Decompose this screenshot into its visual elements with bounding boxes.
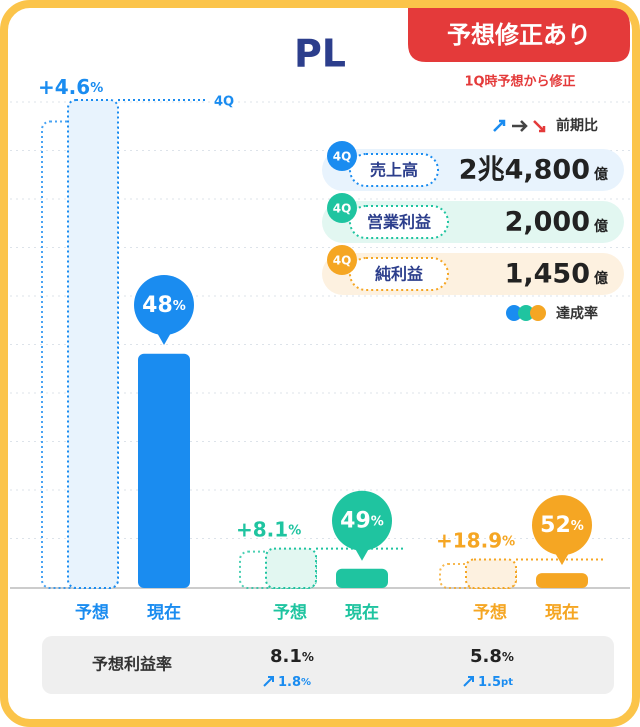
- forecast-amount: 2兆4,800: [459, 155, 590, 186]
- change-legend: 前期比: [556, 117, 598, 134]
- forecast-bar: [67, 99, 119, 589]
- bubble: [532, 495, 592, 556]
- actual-bar: [336, 568, 388, 588]
- revision-value: +4.6: [38, 75, 90, 99]
- item-name: 売上高: [370, 161, 418, 180]
- forecast-tag: 4Q: [214, 95, 234, 110]
- margin-unit: %: [502, 650, 514, 664]
- tag: 4Q: [333, 254, 352, 268]
- margin-change-unit: pt: [501, 677, 513, 688]
- margin-change-number: 1.5: [478, 675, 501, 690]
- revision-label: +18.9%: [436, 528, 515, 552]
- revision-label: +8.1%: [236, 517, 301, 541]
- revision-value: +8.1: [236, 517, 288, 541]
- margin-value: 8.1%: [270, 646, 314, 667]
- revision-unit: %: [502, 534, 515, 549]
- achievement-unit: %: [371, 514, 384, 529]
- name-pill: [349, 257, 449, 291]
- item-name: 純利益: [375, 265, 423, 284]
- bar-label: 現在: [147, 602, 181, 623]
- badge-bg: [408, 8, 630, 62]
- margin-value: 5.8%: [470, 646, 514, 667]
- bar-label: 現在: [345, 602, 379, 623]
- tag: 4Q: [333, 150, 352, 164]
- name-pill: [349, 205, 449, 239]
- actual-bar: [138, 353, 190, 588]
- margin-change-number: 1.8: [278, 675, 301, 690]
- forecast-unit: 億: [594, 166, 608, 183]
- rate-legend: 達成率: [556, 305, 598, 322]
- achievement-value: 48: [142, 293, 173, 318]
- revision-label: +4.6%: [38, 75, 103, 99]
- achievement-value: 49: [340, 509, 371, 534]
- margin-change: 1.8%: [278, 675, 311, 690]
- tag-circle: [327, 245, 357, 275]
- badge: 予想修正あり: [447, 21, 591, 49]
- tag-circle: [327, 193, 357, 223]
- up-arrow: [463, 676, 474, 687]
- bar-label: 現在: [545, 602, 579, 623]
- bar-label: 予想: [273, 602, 307, 623]
- forecast-unit: 億: [594, 270, 608, 287]
- rate-icons: [506, 305, 546, 321]
- bar-label: 予想: [473, 602, 507, 623]
- achievement-label: 52%: [540, 513, 584, 538]
- margin-change: 1.5pt: [478, 675, 513, 690]
- revision-unit: %: [90, 81, 103, 96]
- forecast-bar: [265, 547, 317, 589]
- bubble: [332, 490, 392, 551]
- bar-label: 予想: [75, 602, 109, 623]
- revision-value: +18.9: [436, 528, 502, 552]
- forecast-unit: 億: [594, 218, 608, 235]
- forecast-amount: 1,450: [505, 259, 590, 290]
- margin-change-unit: %: [301, 677, 311, 688]
- margin-number: 8.1: [270, 646, 302, 667]
- margin-label: 予想利益率: [92, 655, 172, 674]
- name-pill: [349, 153, 439, 187]
- bubble: [134, 275, 194, 335]
- achievement-unit: %: [173, 299, 186, 314]
- actual-bar: [536, 573, 588, 588]
- tag-circle: [327, 141, 357, 171]
- forecast-bar: [465, 558, 517, 589]
- item-name: 営業利益: [367, 213, 431, 232]
- achievement-value: 52: [540, 513, 571, 538]
- badge-note: 1Q時予想から修正: [464, 74, 575, 90]
- change-icons: [493, 119, 546, 133]
- title: PL: [294, 32, 346, 76]
- up-arrow: [263, 676, 274, 687]
- achievement-unit: %: [571, 519, 584, 534]
- achievement-label: 48%: [142, 293, 186, 318]
- margin-unit: %: [302, 650, 314, 664]
- revision-unit: %: [288, 523, 301, 538]
- tag: 4Q: [333, 202, 352, 216]
- forecast-amount: 2,000: [505, 207, 590, 238]
- achievement-label: 49%: [340, 509, 384, 534]
- margin-number: 5.8: [470, 646, 502, 667]
